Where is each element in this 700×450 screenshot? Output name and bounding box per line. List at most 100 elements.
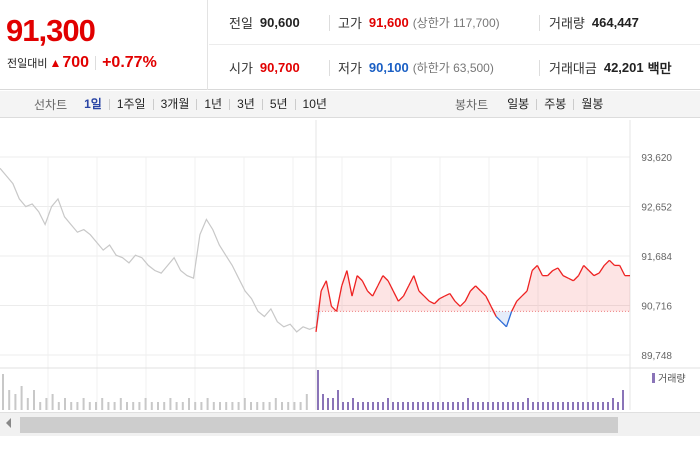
volume-bar (587, 402, 589, 410)
volume-bar (577, 402, 579, 410)
today-line-segment (382, 275, 389, 282)
volume-bar (57, 402, 60, 410)
volume-bar (402, 402, 404, 410)
volume-bar (442, 402, 444, 410)
today-line-segment (356, 275, 363, 282)
quote-header: 91,300 전일대비 ▲ 700 +0.77% 전일 90,600 고가 91… (0, 0, 700, 90)
today-line-segment (449, 293, 456, 302)
scrollbar-thumb[interactable] (20, 417, 618, 433)
y-tick-label: 89,748 (641, 351, 672, 362)
current-price: 91,300 (6, 13, 96, 48)
today-line-segment (433, 298, 440, 305)
volume-bar (452, 402, 454, 410)
volume-bar (352, 398, 354, 410)
today-line-segment (526, 270, 533, 292)
today-line-segment (346, 270, 353, 297)
previous-day-line (0, 167, 317, 333)
volume-bar (417, 402, 419, 410)
period-tab-3y[interactable]: 3년 (229, 98, 262, 110)
price-chart[interactable]: 93,620 92,652 91,684 90,716 89,748 거래량 (0, 120, 700, 450)
volume-bar (200, 402, 203, 410)
volume-bar (268, 402, 271, 410)
chart-period-toolbar: 선차트 1일 1주일 3개월 1년 3년 5년 10년 봉차트 일봉 주봉 월봉 (0, 91, 700, 118)
today-line-segment (547, 270, 554, 277)
volume-bar (622, 390, 624, 410)
y-tick-label: 92,652 (641, 203, 672, 214)
volume-bar (150, 402, 153, 410)
line-chart-label: 선차트 (34, 97, 68, 112)
divider (539, 60, 540, 76)
volume-bar (517, 402, 519, 410)
candle-tab-monthly[interactable]: 월봉 (573, 98, 610, 110)
today-line-segment (454, 300, 461, 307)
today-line-segment (608, 259, 616, 266)
period-tab-1d[interactable]: 1일 (84, 96, 102, 111)
today-line-segment (320, 280, 327, 292)
volume-bar (107, 402, 110, 410)
volume-bar (274, 398, 277, 410)
today-line-segment (408, 275, 415, 287)
today-line-segment (562, 275, 569, 279)
divider (329, 15, 330, 31)
today-line-segment (583, 264, 590, 271)
period-tab-5y[interactable]: 5년 (261, 98, 295, 110)
volume-bar (567, 402, 569, 410)
today-line-segment (485, 295, 492, 307)
volume-bar (8, 390, 11, 410)
high-stat: 고가 91,600 (상한가 117,700) (338, 0, 500, 45)
volume-bar (20, 386, 23, 410)
volume-bar (407, 402, 409, 410)
volume-bar (582, 402, 584, 410)
volume-bar (377, 402, 379, 410)
volume-bar (597, 402, 599, 410)
today-line-segment (469, 285, 477, 292)
volume-bar (422, 402, 424, 410)
volume-bar (367, 402, 369, 410)
today-line-segment (557, 267, 564, 276)
today-line-segment (505, 311, 513, 327)
today-line-segment (598, 265, 605, 274)
volume-bar (237, 402, 240, 410)
today-line-segment (593, 272, 600, 277)
volume-bar (45, 398, 48, 410)
period-tab-1y[interactable]: 1년 (196, 98, 229, 110)
volume-bar (322, 394, 324, 410)
volume-bar (447, 402, 449, 410)
volume-bar (126, 402, 128, 410)
today-line-segment (428, 300, 435, 305)
volume-bar (332, 398, 334, 410)
volume-bar (347, 402, 349, 410)
scroll-left-icon[interactable] (6, 418, 11, 428)
candle-tab-daily[interactable]: 일봉 (507, 96, 530, 111)
period-tab-1w[interactable]: 1주일 (108, 98, 153, 110)
volume-bar (427, 402, 429, 410)
volume-bar (262, 402, 265, 410)
today-line-segment (377, 275, 384, 287)
volume-bar (462, 402, 464, 410)
volume-bar (33, 390, 35, 410)
volume-bar (39, 402, 42, 410)
prev-close-stat: 전일 90,600 (229, 0, 300, 45)
volume-bar (387, 398, 389, 410)
volume-value: 464,447 (591, 15, 639, 30)
volume-bar (617, 402, 619, 410)
volume-bar (557, 402, 559, 410)
period-tab-3m[interactable]: 3개월 (152, 98, 197, 110)
period-tab-10y[interactable]: 10년 (294, 98, 334, 110)
today-line-segment (516, 295, 523, 302)
volume-bar (432, 402, 434, 410)
volume-bar (552, 402, 554, 410)
volume-bar (88, 402, 91, 410)
divider (95, 56, 97, 70)
upper-limit: (상한가 117,700) (412, 16, 500, 30)
volume-bar (95, 402, 97, 410)
trade-value-stat: 거래대금 42,201 백만 (549, 45, 672, 90)
volume-bar (119, 398, 122, 410)
volume-bar (132, 402, 135, 410)
candle-tab-weekly[interactable]: 주봉 (536, 98, 573, 110)
volume-bar (562, 402, 564, 410)
open-stat: 시가 90,700 (229, 45, 300, 90)
today-line-segment (567, 277, 574, 282)
volume-bar (138, 402, 141, 410)
period-tabs: 1일 1주일 3개월 1년 3년 5년 10년 (77, 96, 334, 111)
